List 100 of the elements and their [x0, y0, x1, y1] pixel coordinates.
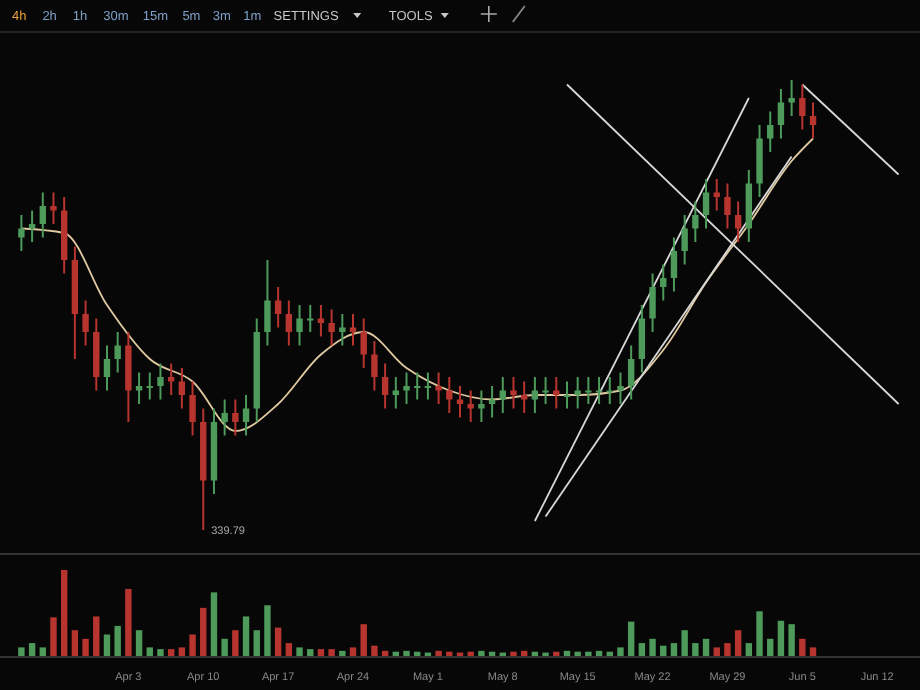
candlestick — [724, 182, 731, 230]
candlestick — [285, 299, 293, 347]
candlestick — [531, 376, 539, 414]
candlestick — [510, 376, 517, 410]
candlestick — [167, 362, 175, 396]
candlestick — [360, 317, 367, 369]
candlestick — [339, 313, 346, 347]
bar — [777, 620, 785, 656]
candlestick — [767, 110, 774, 153]
candlestick — [606, 376, 613, 405]
bar — [767, 638, 774, 656]
bar — [478, 650, 485, 656]
bar — [71, 630, 79, 656]
candlestick — [424, 371, 432, 401]
bar — [371, 645, 378, 656]
candlestick — [82, 299, 89, 347]
candlestick — [242, 394, 250, 437]
candlestick — [103, 344, 111, 392]
candlestick — [328, 308, 335, 347]
candlestick — [499, 376, 506, 414]
bar — [210, 592, 218, 656]
candlestick — [135, 371, 143, 405]
candlestick — [745, 169, 753, 243]
candlestick — [799, 83, 806, 131]
candlestick — [692, 200, 699, 243]
bar — [745, 643, 753, 656]
candlestick — [178, 367, 186, 410]
candlestick — [809, 101, 817, 140]
bar — [617, 647, 624, 656]
bar — [756, 611, 763, 656]
bar — [18, 647, 25, 656]
bar — [563, 650, 571, 656]
bar — [135, 630, 143, 656]
bar — [157, 649, 164, 656]
bar — [200, 607, 207, 656]
bar — [339, 650, 346, 656]
bar — [713, 647, 720, 656]
candlestick — [189, 380, 196, 437]
bar — [39, 647, 46, 656]
bar — [317, 649, 325, 656]
candlestick — [39, 191, 46, 239]
bar — [125, 588, 132, 656]
candlestick — [660, 263, 667, 302]
bar — [274, 627, 282, 656]
candlestick — [264, 259, 271, 347]
candlestick — [307, 304, 314, 333]
candlestick — [146, 371, 153, 401]
bar — [692, 643, 699, 656]
candlestick — [93, 317, 100, 392]
bar — [681, 630, 688, 656]
candlestick — [520, 380, 528, 414]
candlestick — [18, 214, 25, 252]
bar — [221, 638, 228, 656]
bar — [435, 650, 442, 656]
bar — [670, 643, 678, 656]
candlestick — [371, 340, 378, 392]
bar — [360, 624, 367, 656]
bar — [253, 630, 260, 656]
candlestick — [221, 398, 228, 437]
candlestick — [563, 380, 571, 410]
candlestick — [617, 371, 624, 405]
candlestick — [296, 304, 303, 347]
bar — [28, 643, 36, 656]
candlestick — [414, 371, 421, 401]
candlestick — [435, 371, 442, 405]
candlestick — [403, 371, 410, 405]
bar — [349, 647, 357, 656]
candlestick — [114, 331, 121, 374]
candlestick — [274, 286, 282, 329]
candlestick — [702, 178, 710, 230]
bar — [50, 617, 57, 656]
bar — [296, 647, 303, 656]
bar — [627, 621, 635, 656]
candlestick — [574, 376, 581, 410]
bar — [724, 643, 731, 656]
bar — [734, 630, 742, 656]
bar — [702, 638, 710, 656]
bar — [93, 616, 100, 656]
bar — [788, 624, 795, 656]
bar — [285, 643, 293, 656]
candlestick — [756, 124, 763, 198]
bar — [242, 616, 250, 656]
candlestick — [50, 191, 57, 225]
candlestick — [788, 79, 795, 117]
bar — [649, 638, 656, 656]
candlestick — [381, 362, 389, 410]
candlestick — [681, 214, 688, 266]
candlestick — [627, 344, 635, 401]
bar — [638, 643, 646, 656]
bar — [189, 634, 196, 656]
bar — [114, 625, 121, 656]
candlestick — [638, 304, 646, 374]
bar — [232, 630, 239, 656]
candlestick — [670, 236, 678, 293]
bar — [328, 649, 335, 656]
candlestick — [446, 376, 453, 414]
candlestick — [649, 272, 656, 333]
bar — [103, 634, 111, 656]
bar — [82, 638, 89, 656]
candlestick — [542, 376, 549, 405]
